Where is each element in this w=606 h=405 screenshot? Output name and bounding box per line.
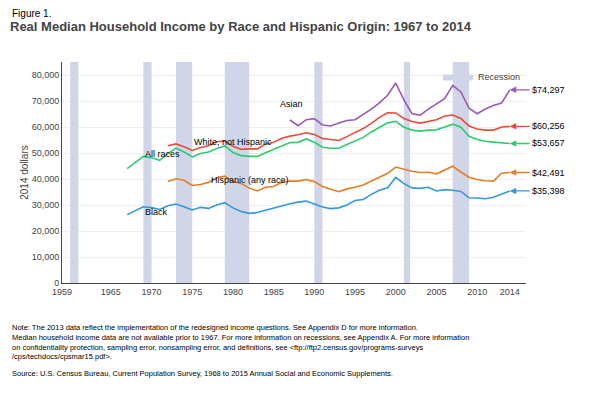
svg-text:70,000: 70,000 [32,96,60,106]
svg-text:80,000: 80,000 [32,70,60,80]
svg-text:30,000: 30,000 [32,200,60,210]
svg-text:1959: 1959 [52,287,72,297]
svg-text:60,000: 60,000 [32,122,60,132]
svg-text:50,000: 50,000 [32,148,60,158]
svg-text:20,000: 20,000 [32,226,60,236]
svg-text:2000: 2000 [386,287,406,297]
svg-text:2014: 2014 [500,287,520,297]
svg-text:40,000: 40,000 [32,174,60,184]
svg-text:Source: U.S. Census Bureau, Cu: Source: U.S. Census Bureau, Current Popu… [12,369,393,378]
svg-text:Asian: Asian [280,99,303,109]
svg-text:All races: All races [145,149,180,159]
svg-text:$42,491: $42,491 [532,168,565,178]
svg-text:1990: 1990 [304,287,324,297]
svg-text:1965: 1965 [101,287,121,297]
svg-text:White, not Hispanic: White, not Hispanic [194,137,272,147]
svg-text:0: 0 [54,278,59,288]
svg-text:$60,256: $60,256 [532,121,565,131]
svg-text:1985: 1985 [264,287,284,297]
svg-text:Note: The 2013 data reflect th: Note: The 2013 data reflect the implemen… [12,323,469,361]
svg-text:Real Median Household Income b: Real Median Household Income by Race and… [10,19,472,34]
svg-text:Figure 1.: Figure 1. [12,8,51,19]
svg-text:2005: 2005 [426,287,446,297]
svg-text:$53,657: $53,657 [532,138,565,148]
svg-text:$74,297: $74,297 [532,85,565,95]
svg-text:$35,398: $35,398 [532,186,565,196]
svg-text:1975: 1975 [182,287,202,297]
svg-text:Hispanic (any race): Hispanic (any race) [211,175,289,185]
svg-text:1980: 1980 [223,287,243,297]
svg-text:2014 dollars: 2014 dollars [19,145,30,199]
svg-text:2010: 2010 [467,287,487,297]
svg-text:Recession: Recession [478,72,520,82]
svg-text:10,000: 10,000 [32,252,60,262]
svg-text:1970: 1970 [142,287,162,297]
svg-text:1995: 1995 [345,287,365,297]
svg-text:Black: Black [145,207,168,217]
